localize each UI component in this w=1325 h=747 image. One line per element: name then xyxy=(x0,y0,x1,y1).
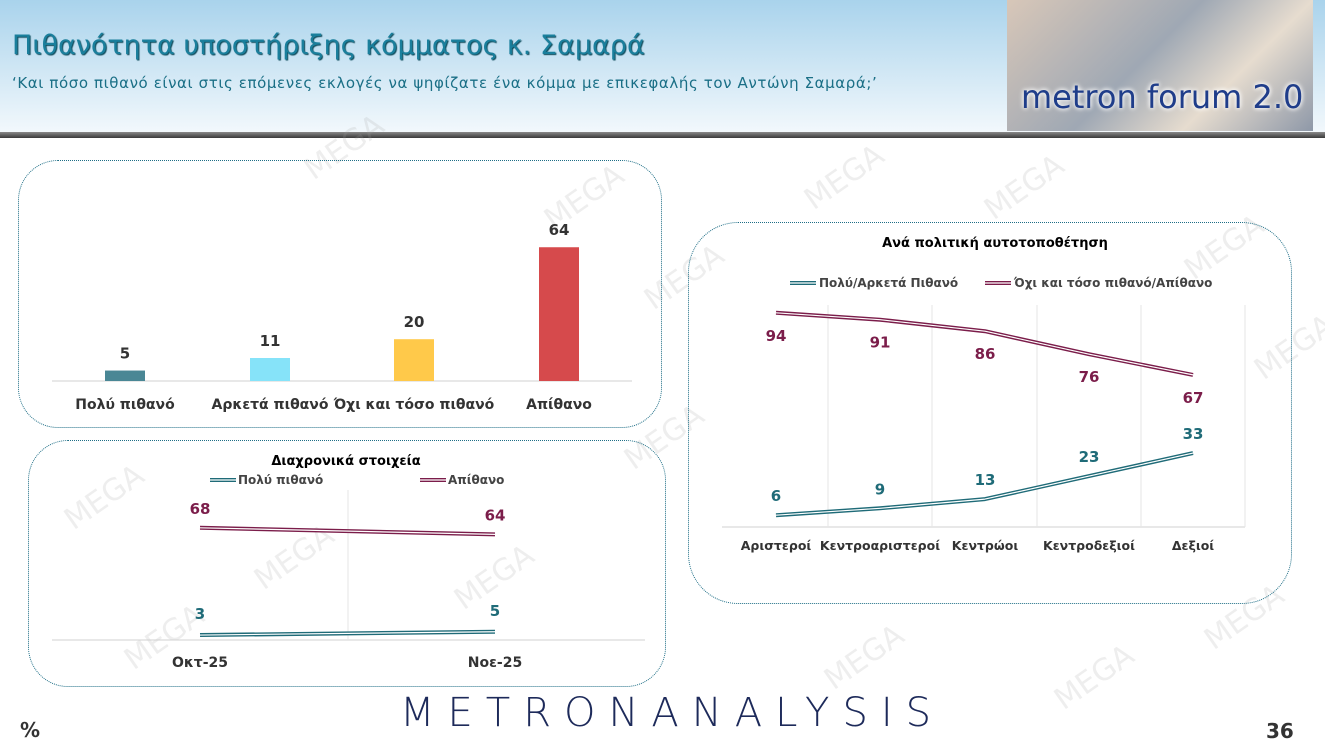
brand-text: METRONANALYSIS xyxy=(400,690,945,736)
slide-header: Πιθανότητα υποστήριξης κόμματος κ. Σαμαρ… xyxy=(0,0,1325,132)
x-tick-label: Νοε-25 xyxy=(468,655,522,671)
data-label: 33 xyxy=(1183,425,1204,443)
data-label: 76 xyxy=(1079,368,1100,386)
data-label: 86 xyxy=(975,345,996,363)
x-tick-label: Κεντρώοι xyxy=(952,538,1019,553)
bar-3 xyxy=(394,339,434,381)
data-label: 67 xyxy=(1183,389,1204,407)
slide-title: Πιθανότητα υποστήριξης κόμματος κ. Σαμαρ… xyxy=(12,30,645,61)
bar-4 xyxy=(539,247,579,381)
bar-data-label: 64 xyxy=(549,221,570,239)
legend-label: Πολύ πιθανό xyxy=(238,473,323,487)
x-tick-label: Απίθανο xyxy=(526,397,592,413)
legend-label: Όχι και τόσο πιθανό/Απίθανο xyxy=(1013,276,1212,290)
data-label: 94 xyxy=(766,327,787,345)
data-label: 91 xyxy=(870,334,891,352)
bar-chart-frame xyxy=(18,160,662,428)
data-label: 64 xyxy=(485,506,506,524)
bar-2 xyxy=(250,358,290,381)
series-line-inner xyxy=(199,527,496,535)
x-tick-label: Αρκετά πιθανό xyxy=(212,397,329,413)
bar-data-label: 11 xyxy=(260,332,281,350)
x-tick-label: Πολύ πιθανό xyxy=(75,397,175,413)
series-line-inner xyxy=(199,631,496,636)
metronanalysis-logo: METRONANALYSIS xyxy=(400,690,944,736)
data-label: 68 xyxy=(190,500,211,518)
page-number: 36 xyxy=(1266,719,1294,743)
data-label: 3 xyxy=(195,605,205,623)
x-tick-label: Κεντροδεξιοί xyxy=(1043,538,1135,553)
x-tick-label: Αριστεροί xyxy=(741,538,812,553)
series-line xyxy=(775,310,1194,377)
data-label: 13 xyxy=(975,471,996,489)
legend-label: Πολύ/Αρκετά Πιθανό xyxy=(819,276,958,290)
x-tick-label: Όχι και τόσο πιθανό xyxy=(333,397,495,413)
bar-data-label: 20 xyxy=(404,313,425,331)
slide-subtitle: ‘Και πόσο πιθανό είναι στις επόμενες εκλ… xyxy=(12,74,878,92)
x-tick-label: Κεντροαριστεροί xyxy=(820,538,940,553)
x-tick-label: Δεξιοί xyxy=(1172,538,1214,553)
data-label: 5 xyxy=(490,602,500,620)
metron-forum-logo: metron forum 2.0 xyxy=(1007,0,1313,131)
trend-chart-frame xyxy=(28,440,666,687)
legend-label: Απίθανο xyxy=(448,473,504,487)
ideology-chart-frame xyxy=(688,222,1292,604)
bar-1 xyxy=(105,370,145,381)
chart-title: Διαχρονικά στοιχεία xyxy=(271,454,420,469)
series-line-inner xyxy=(775,312,1194,376)
header-divider xyxy=(0,132,1325,138)
x-tick-label: Οκτ-25 xyxy=(172,655,228,671)
unit-label: % xyxy=(20,718,41,742)
logo-text: metron forum 2.0 xyxy=(1021,78,1304,116)
data-label: 9 xyxy=(875,480,885,498)
chart-title: Ανά πολιτική αυτοτοποθέτηση xyxy=(882,236,1108,251)
bar-data-label: 5 xyxy=(120,345,130,363)
series-line-inner xyxy=(775,452,1194,516)
data-label: 23 xyxy=(1079,448,1100,466)
data-label: 6 xyxy=(771,487,781,505)
